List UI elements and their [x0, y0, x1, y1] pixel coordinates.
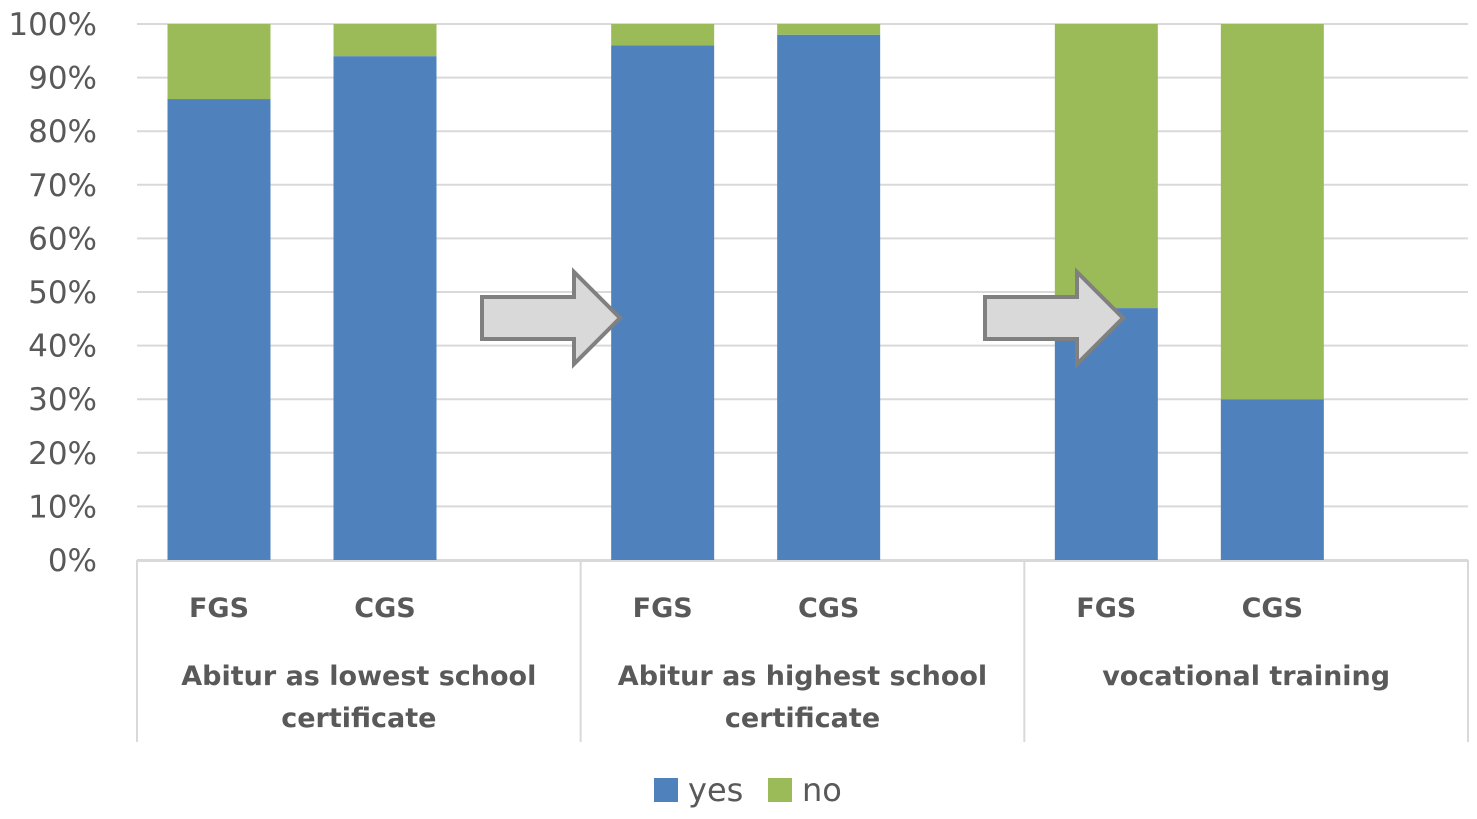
bar-segment-yes-fgs — [1054, 308, 1158, 560]
category-label: FGS — [189, 593, 249, 624]
bar-segment-yes-fgs — [611, 45, 715, 560]
y-tick-label: 20% — [28, 436, 97, 472]
group-label: certificate — [725, 703, 880, 734]
category-label: CGS — [1242, 593, 1303, 624]
y-tick-label: 60% — [28, 221, 97, 257]
bar-segment-no-fgs — [611, 24, 715, 46]
bar-segment-no-fgs — [1054, 24, 1158, 309]
y-tick-label: 30% — [28, 382, 97, 418]
category-label: FGS — [633, 593, 693, 624]
legend-swatch-yes — [654, 778, 678, 802]
bar-segment-yes-cgs — [1220, 399, 1324, 560]
arrows — [480, 267, 1126, 369]
legend-label-no: no — [802, 771, 842, 809]
bar-segment-no-cgs — [333, 24, 437, 57]
y-tick-label: 90% — [28, 61, 97, 97]
category-label: CGS — [354, 593, 415, 624]
y-tick-label: 70% — [28, 168, 97, 204]
x-axis — [136, 560, 1469, 742]
y-tick-label: 80% — [28, 114, 97, 150]
bar-segment-no-cgs — [777, 24, 881, 35]
bar-segment-yes-cgs — [777, 34, 881, 561]
bar-segment-yes-cgs — [333, 56, 437, 560]
group-label: Abitur as highest school — [618, 661, 987, 692]
right-arrow-icon — [480, 267, 623, 369]
y-tick-label: 100% — [8, 7, 97, 43]
legend-swatch-no — [768, 778, 792, 802]
group-label: Abitur as lowest school — [181, 661, 536, 692]
y-tick-label: 0% — [48, 543, 97, 579]
x-axis-labels: FGS CGS Abitur as lowest school certificate… — [181, 593, 1390, 734]
right-arrow-icon — [983, 267, 1126, 369]
y-tick-label: 40% — [28, 329, 97, 365]
y-axis-tick-labels: 0% 10% 20% 30% 40% 50% 60% 70% 80% 90% 100% — [8, 7, 97, 579]
legend: yes no — [654, 771, 842, 809]
bar-segment-no-fgs — [167, 24, 271, 100]
bars — [167, 24, 1324, 561]
y-tick-label: 50% — [28, 275, 97, 311]
group-label: certificate — [281, 703, 436, 734]
bar-segment-yes-fgs — [167, 99, 271, 560]
group-label: vocational training — [1102, 661, 1390, 692]
category-label: FGS — [1076, 593, 1136, 624]
y-tick-label: 10% — [28, 489, 97, 525]
bar-segment-no-cgs — [1220, 24, 1324, 400]
legend-label-yes: yes — [688, 771, 743, 809]
category-label: CGS — [798, 593, 859, 624]
